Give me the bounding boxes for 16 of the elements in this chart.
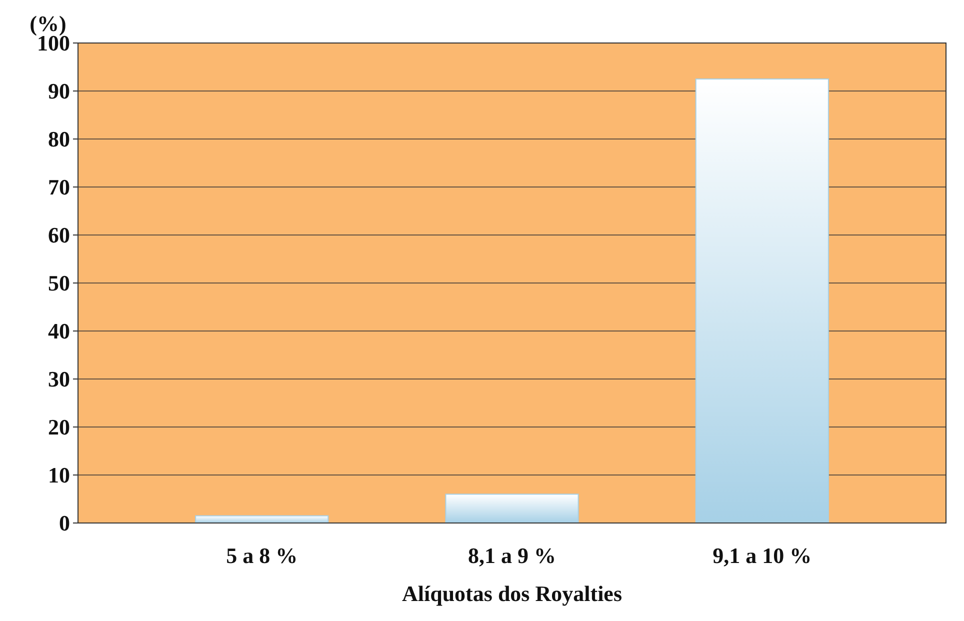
y-tick-label: 10 <box>48 462 70 488</box>
y-tick-label: 20 <box>48 414 70 440</box>
bar <box>445 494 579 524</box>
x-tick-label: 9,1 a 10 % <box>712 543 812 568</box>
x-tick-label: 5 a 8 % <box>226 543 298 568</box>
y-tick-label: 30 <box>48 366 70 392</box>
y-tick-label: 70 <box>48 174 70 200</box>
y-tick-label: 50 <box>48 270 70 296</box>
x-tick-label: 8,1 a 9 % <box>468 543 556 568</box>
bar <box>695 78 829 524</box>
y-tick-label: 40 <box>48 318 70 344</box>
y-tick-label: 0 <box>59 510 70 536</box>
x-axis-title: Alíquotas dos Royalties <box>402 581 622 606</box>
y-tick-label: 80 <box>48 126 70 152</box>
y-tick-label: 90 <box>48 78 70 104</box>
y-tick-label: 60 <box>48 222 70 248</box>
